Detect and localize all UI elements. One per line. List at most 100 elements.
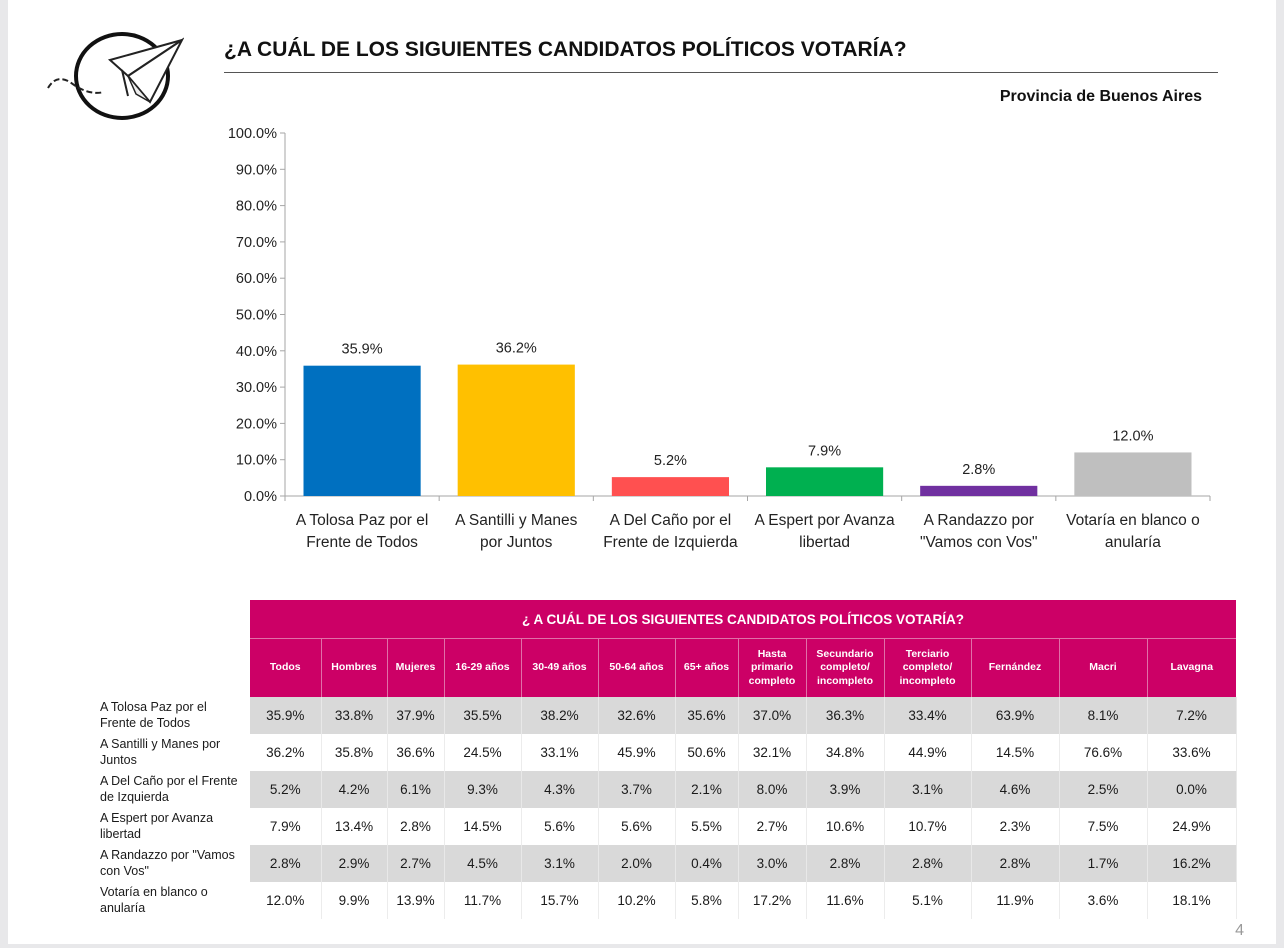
column-header-text: 30-49 años <box>532 661 587 674</box>
category-label: libertad <box>799 534 850 551</box>
y-tick-label: 80.0% <box>236 199 277 215</box>
table-cell: 35.9% <box>250 697 322 734</box>
data-label: 5.2% <box>654 453 687 469</box>
row-label-text: A Tolosa Paz por el <box>100 699 207 714</box>
row-label: A Tolosa Paz por el Frente de Todos <box>100 697 250 734</box>
bar <box>457 364 575 496</box>
table-row: A Santilli y Manes por Juntos 36.2% 35.8% 36… <box>100 734 1237 771</box>
table-row: Votaría en blanco o anularía 12.0% 9.9% 13.9… <box>100 882 1237 919</box>
column-header-text: Fernández <box>988 661 1042 674</box>
table-cell: 2.7% <box>738 808 807 845</box>
table-cell: 36.3% <box>806 697 885 734</box>
table-title: ¿ A CUÁL DE LOS SIGUIENTES CANDIDATOS PO… <box>250 600 1236 639</box>
table-cell: 2.8% <box>971 845 1060 882</box>
column-header-text: completo <box>748 674 796 687</box>
column-header-text: Macri <box>1089 661 1117 674</box>
row-label-text: A Espert por Avanza <box>100 810 214 825</box>
y-tick-label: 60.0% <box>236 271 277 287</box>
table-cell: 7.9% <box>250 808 322 845</box>
table-cell: 2.8% <box>250 845 322 882</box>
table-cell: 2.0% <box>598 845 676 882</box>
table-cell: 2.5% <box>1059 771 1148 808</box>
category-label: A Espert por Avanza <box>754 512 895 529</box>
column-header: 50-64 años <box>598 638 676 697</box>
column-header-text: 65+ años <box>683 661 730 674</box>
table-cell: 16.2% <box>1147 845 1237 882</box>
y-tick-label: 90.0% <box>236 162 277 178</box>
table-cell: 36.6% <box>387 734 445 771</box>
table-cell: 5.1% <box>884 882 972 919</box>
table-cell: 10.7% <box>884 808 972 845</box>
table-cell: 13.4% <box>321 808 388 845</box>
table-cell: 3.1% <box>884 771 972 808</box>
category-label: A Santilli y Manes <box>455 512 578 529</box>
table-cell: 14.5% <box>971 734 1060 771</box>
table-cell: 11.7% <box>444 882 522 919</box>
column-header-text: Todos <box>269 661 301 674</box>
row-label-text: A Randazzo por "Vamos <box>100 847 235 862</box>
table-cell: 12.0% <box>250 882 322 919</box>
column-header-text: completo/ <box>820 661 870 674</box>
data-label: 2.8% <box>962 462 995 478</box>
table-cell: 5.2% <box>250 771 322 808</box>
table-cell: 33.1% <box>521 734 599 771</box>
table-cell: 34.8% <box>806 734 885 771</box>
crosstab-table-container: ¿ A CUÁL DE LOS SIGUIENTES CANDIDATOS PO… <box>100 600 1237 919</box>
table-cell: 11.9% <box>971 882 1060 919</box>
data-label: 7.9% <box>808 443 841 459</box>
category-label: A Randazzo por <box>924 512 1034 529</box>
table-corner <box>100 600 250 639</box>
column-header: Terciario completo/incompleto <box>884 638 972 697</box>
column-header: Fernández <box>971 638 1060 697</box>
table-cell: 8.0% <box>738 771 807 808</box>
table-cell: 33.6% <box>1147 734 1237 771</box>
column-header-text: 16-29 años <box>455 661 510 674</box>
table-row: A Del Caño por el Frente de Izquierda 5.2%… <box>100 771 1237 808</box>
table-cell: 4.5% <box>444 845 522 882</box>
table-cell: 5.8% <box>675 882 739 919</box>
row-label: A Espert por Avanza libertad <box>100 808 250 845</box>
table-corner-2 <box>100 639 250 698</box>
table-cell: 13.9% <box>387 882 445 919</box>
table-cell: 10.2% <box>598 882 676 919</box>
table-cell: 5.5% <box>675 808 739 845</box>
column-header-text: completo/ <box>902 661 953 674</box>
table-cell: 5.6% <box>598 808 676 845</box>
table-cell: 32.1% <box>738 734 807 771</box>
bar <box>303 365 421 496</box>
table-cell: 7.2% <box>1147 697 1237 734</box>
category-label: Votaría en blanco o <box>1066 512 1200 529</box>
slide: ¿A CUÁL DE LOS SIGUIENTES CANDIDATOS POL… <box>8 0 1276 944</box>
table-cell: 35.6% <box>675 697 739 734</box>
table-cell: 76.6% <box>1059 734 1148 771</box>
crosstab-table: ¿ A CUÁL DE LOS SIGUIENTES CANDIDATOS PO… <box>100 600 1237 919</box>
bar-chart: 0.0% 10.0% 20.0% 30.0% 40.0% 50.0% 60.0% 70.0% 8… <box>228 126 1211 551</box>
table-cell: 3.1% <box>521 845 599 882</box>
table-cell: 32.6% <box>598 697 676 734</box>
data-label: 36.2% <box>496 341 537 357</box>
table-cell: 10.6% <box>806 808 885 845</box>
table-cell: 15.7% <box>521 882 599 919</box>
y-tick-label: 30.0% <box>236 380 277 396</box>
bar <box>611 477 729 496</box>
page-title: ¿A CUÁL DE LOS SIGUIENTES CANDIDATOS POL… <box>224 38 907 61</box>
y-tick-label: 10.0% <box>236 453 277 469</box>
bar <box>766 467 884 496</box>
column-header-text: Hombres <box>331 661 377 674</box>
table-cell: 3.6% <box>1059 882 1148 919</box>
column-header: Hombres <box>321 638 388 697</box>
column-header-text: incompleto <box>899 674 956 687</box>
column-header-text: Lavagna <box>1170 661 1214 674</box>
table-cell: 6.1% <box>387 771 445 808</box>
table-cell: 5.6% <box>521 808 599 845</box>
table-cell: 4.3% <box>521 771 599 808</box>
table-cell: 2.1% <box>675 771 739 808</box>
title-divider <box>224 72 1218 73</box>
region-subtitle: Provincia de Buenos Aires <box>999 88 1202 105</box>
y-tick-label: 0.0% <box>244 489 277 505</box>
y-tick-label: 20.0% <box>236 416 277 432</box>
category-label: anularía <box>1105 534 1161 551</box>
table-cell: 9.3% <box>444 771 522 808</box>
table-cell: 8.1% <box>1059 697 1148 734</box>
table-cell: 3.9% <box>806 771 885 808</box>
